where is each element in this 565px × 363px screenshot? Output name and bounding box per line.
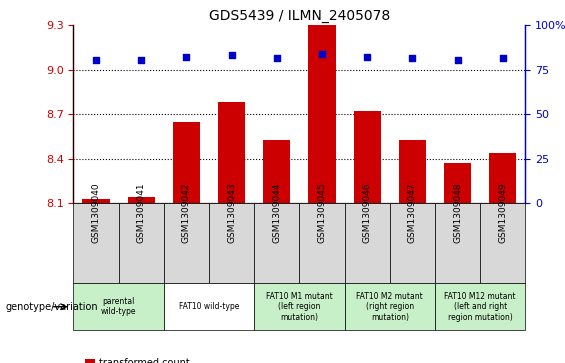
Point xyxy=(227,52,236,58)
Text: GSM1309049: GSM1309049 xyxy=(498,183,507,243)
Bar xyxy=(354,111,381,203)
Bar xyxy=(82,199,110,203)
Text: FAT10 M12 mutant
(left and right
region mutation): FAT10 M12 mutant (left and right region … xyxy=(445,292,516,322)
Point xyxy=(272,55,281,61)
Bar xyxy=(399,139,426,203)
Text: FAT10 M1 mutant
(left region
mutation): FAT10 M1 mutant (left region mutation) xyxy=(266,292,333,322)
Point xyxy=(318,51,327,57)
Point xyxy=(137,57,146,62)
Text: GSM1309048: GSM1309048 xyxy=(453,183,462,243)
Point xyxy=(92,57,101,62)
Point xyxy=(182,54,191,60)
Bar xyxy=(218,102,245,203)
Text: GSM1309041: GSM1309041 xyxy=(137,183,146,243)
Text: FAT10 M2 mutant
(right region
mutation): FAT10 M2 mutant (right region mutation) xyxy=(357,292,423,322)
Bar xyxy=(128,197,155,203)
Text: genotype/variation: genotype/variation xyxy=(6,302,98,312)
Point xyxy=(453,57,462,62)
Title: GDS5439 / ILMN_2405078: GDS5439 / ILMN_2405078 xyxy=(209,9,390,23)
Text: parental
wild-type: parental wild-type xyxy=(101,297,136,317)
Bar xyxy=(173,122,200,203)
Text: GSM1309045: GSM1309045 xyxy=(318,183,327,243)
Bar xyxy=(489,153,516,203)
Point xyxy=(363,54,372,60)
Text: GSM1309047: GSM1309047 xyxy=(408,183,417,243)
Text: GSM1309043: GSM1309043 xyxy=(227,183,236,243)
Point xyxy=(498,55,507,61)
Bar xyxy=(263,139,290,203)
Bar xyxy=(308,6,336,203)
Bar xyxy=(444,163,471,203)
Text: GSM1309046: GSM1309046 xyxy=(363,183,372,243)
Text: GSM1309042: GSM1309042 xyxy=(182,183,191,243)
Text: transformed count: transformed count xyxy=(99,358,190,363)
Text: GSM1309040: GSM1309040 xyxy=(92,183,101,243)
Text: FAT10 wild-type: FAT10 wild-type xyxy=(179,302,239,311)
Text: GSM1309044: GSM1309044 xyxy=(272,183,281,243)
Point xyxy=(408,55,417,61)
